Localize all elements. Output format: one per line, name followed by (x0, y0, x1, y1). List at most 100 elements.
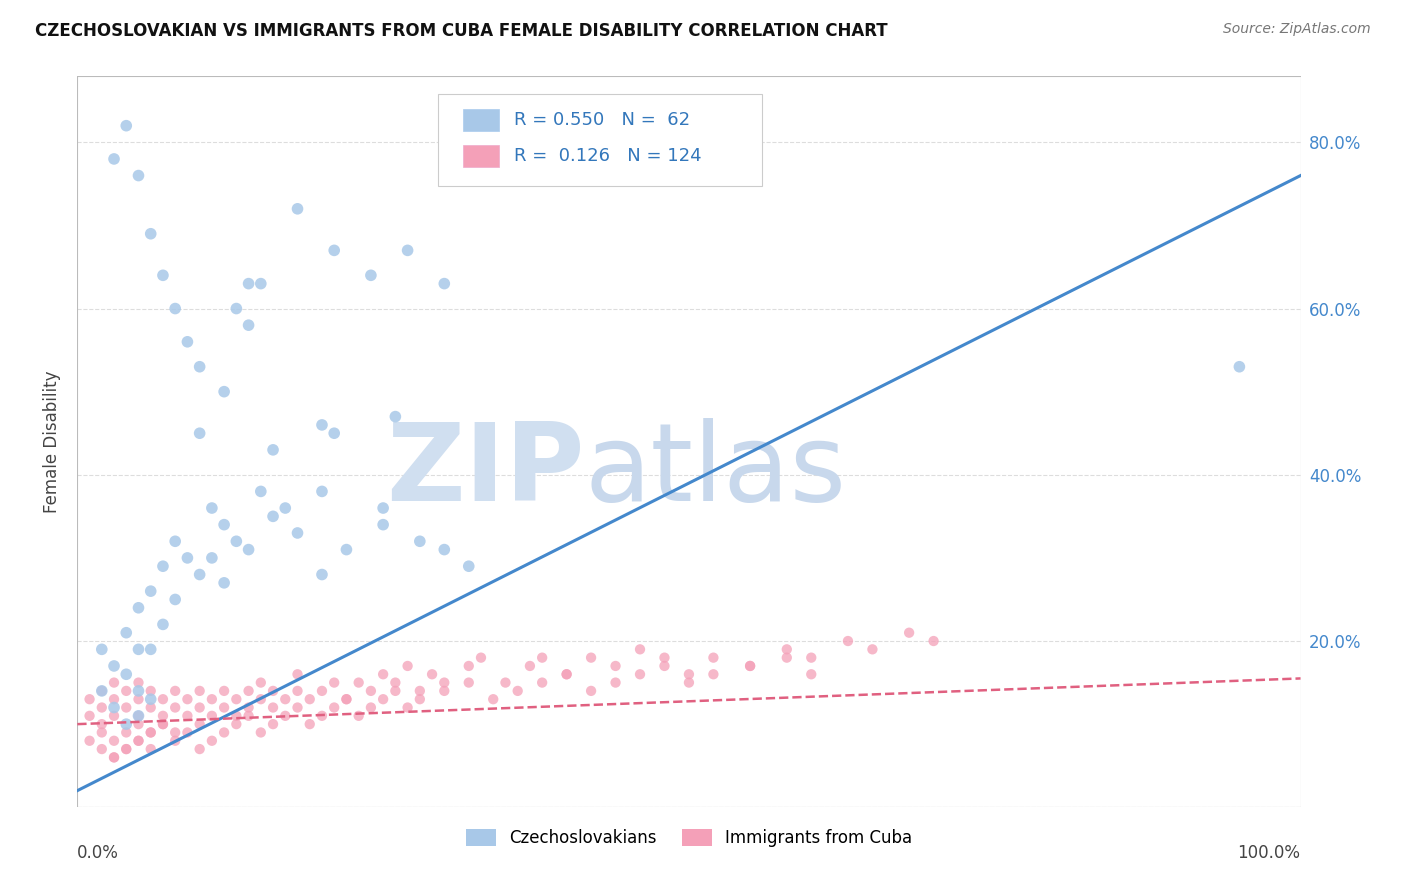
Point (238, 318, 260, 333)
Point (115, 700, 138, 714)
Point (90, 684, 112, 698)
Point (176, 708, 198, 723)
Text: CZECHOSLOVAKIAN VS IMMIGRANTS FROM CUBA FEMALE DISABILITY CORRELATION CHART: CZECHOSLOVAKIAN VS IMMIGRANTS FROM CUBA … (35, 22, 887, 40)
Point (409, 692, 432, 706)
Point (605, 675, 627, 690)
Point (335, 692, 357, 706)
Point (335, 692, 357, 706)
Point (628, 667, 651, 681)
Point (212, 517, 235, 532)
Point (103, 692, 125, 706)
Point (360, 684, 382, 698)
Point (347, 675, 370, 690)
Point (628, 642, 651, 657)
Point (176, 725, 198, 739)
Point (115, 667, 138, 681)
Point (250, 725, 273, 739)
Point (115, 725, 138, 739)
Y-axis label: Female Disability: Female Disability (44, 370, 62, 513)
Point (262, 684, 284, 698)
Point (176, 334, 198, 349)
Point (238, 277, 260, 291)
Point (384, 675, 406, 690)
Point (420, 667, 443, 681)
Point (225, 301, 247, 316)
Point (188, 359, 211, 374)
Point (90, 700, 112, 714)
Point (262, 509, 284, 524)
Point (323, 426, 346, 441)
Point (127, 708, 149, 723)
Point (579, 650, 602, 665)
Point (115, 742, 138, 756)
Point (90, 684, 112, 698)
Point (862, 642, 884, 657)
Text: atlas: atlas (585, 417, 846, 524)
Point (188, 717, 211, 731)
Point (225, 692, 247, 706)
Point (396, 244, 419, 258)
Point (79, 692, 101, 706)
Point (702, 667, 724, 681)
Point (103, 708, 125, 723)
Point (225, 708, 247, 723)
Text: 0.0%: 0.0% (77, 844, 120, 862)
Point (127, 675, 149, 690)
Point (127, 733, 149, 747)
Point (139, 725, 162, 739)
Point (250, 675, 273, 690)
Point (225, 534, 247, 549)
Point (201, 708, 224, 723)
Point (311, 417, 333, 432)
Point (212, 700, 235, 714)
Point (531, 675, 554, 690)
Text: ZIP: ZIP (387, 417, 585, 524)
Point (433, 684, 456, 698)
Point (115, 742, 138, 756)
Text: R =  0.126   N = 124: R = 0.126 N = 124 (515, 147, 702, 165)
Point (103, 675, 125, 690)
Point (238, 700, 260, 714)
Point (898, 625, 921, 640)
Point (103, 152, 125, 166)
Point (127, 600, 149, 615)
Point (555, 667, 578, 681)
Point (103, 733, 125, 747)
Point (250, 484, 273, 499)
Point (225, 717, 247, 731)
Point (396, 700, 419, 714)
Point (702, 650, 724, 665)
Point (152, 617, 174, 632)
Point (238, 684, 260, 698)
Point (433, 675, 456, 690)
Legend: Czechoslovakians, Immigrants from Cuba: Czechoslovakians, Immigrants from Cuba (460, 822, 918, 854)
Point (274, 708, 297, 723)
Point (90, 642, 112, 657)
Point (287, 525, 309, 540)
Point (139, 684, 162, 698)
Point (79, 733, 101, 747)
Point (212, 725, 235, 739)
Point (384, 684, 406, 698)
Point (457, 559, 479, 574)
Point (152, 268, 174, 283)
Point (165, 725, 187, 739)
Point (165, 700, 187, 714)
Point (360, 268, 382, 283)
Point (176, 550, 198, 565)
Point (262, 442, 284, 457)
Point (139, 584, 162, 599)
Point (262, 700, 284, 714)
Point (776, 650, 799, 665)
Point (287, 700, 309, 714)
Point (176, 692, 198, 706)
Point (152, 717, 174, 731)
Point (311, 684, 333, 698)
Point (90, 717, 112, 731)
Point (740, 659, 762, 673)
Point (1229, 359, 1251, 374)
Point (605, 659, 627, 673)
Point (433, 542, 456, 557)
Point (470, 650, 492, 665)
Point (371, 667, 394, 681)
